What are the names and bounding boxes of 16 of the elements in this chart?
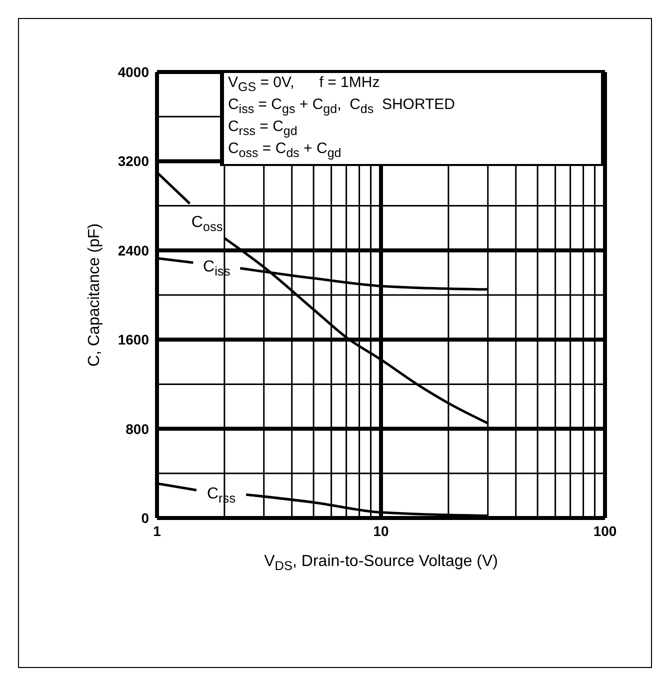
- y-tick-label: 0: [141, 510, 150, 526]
- y-tick-label: 800: [126, 420, 150, 437]
- annotation: V$_{GS}$ = 0V, f = 1MHz: [228, 74, 381, 96]
- annotation: C$_{rss}$ = C$_{gd}$: [228, 118, 298, 140]
- x-tick-label: 1: [153, 522, 162, 539]
- series-label: C$_{oss}$: [191, 214, 223, 234]
- y-tick-label: 2400: [118, 242, 150, 258]
- x-tick-label: 100: [593, 522, 617, 539]
- annotation: C$_{oss}$ = C$_{ds}$ + C$_{gd}$: [228, 140, 342, 162]
- y-tick-label: 4000: [118, 64, 150, 80]
- x-tick-label: 10: [373, 522, 389, 539]
- y-axis-title: C, Capacitance (pF): [86, 223, 103, 367]
- y-tick-label: 3200: [118, 153, 150, 170]
- text-box: V$_{GS}$ = 0V, f = 1MHz C$_{iss}$ = C$_{gs}$ + C$_{gd}$, C$_{ds}$ SHORTED C$_{rss}$ = C$_{gd}$ C$_{oss}$ = C$_{ds}$ + C$_{gd}$: [220, 71, 603, 166]
- y-tick-label: 1600: [118, 332, 150, 348]
- x-axis-title: V$_{DS}$, Drain-to-Source Voltage (V): [264, 553, 498, 573]
